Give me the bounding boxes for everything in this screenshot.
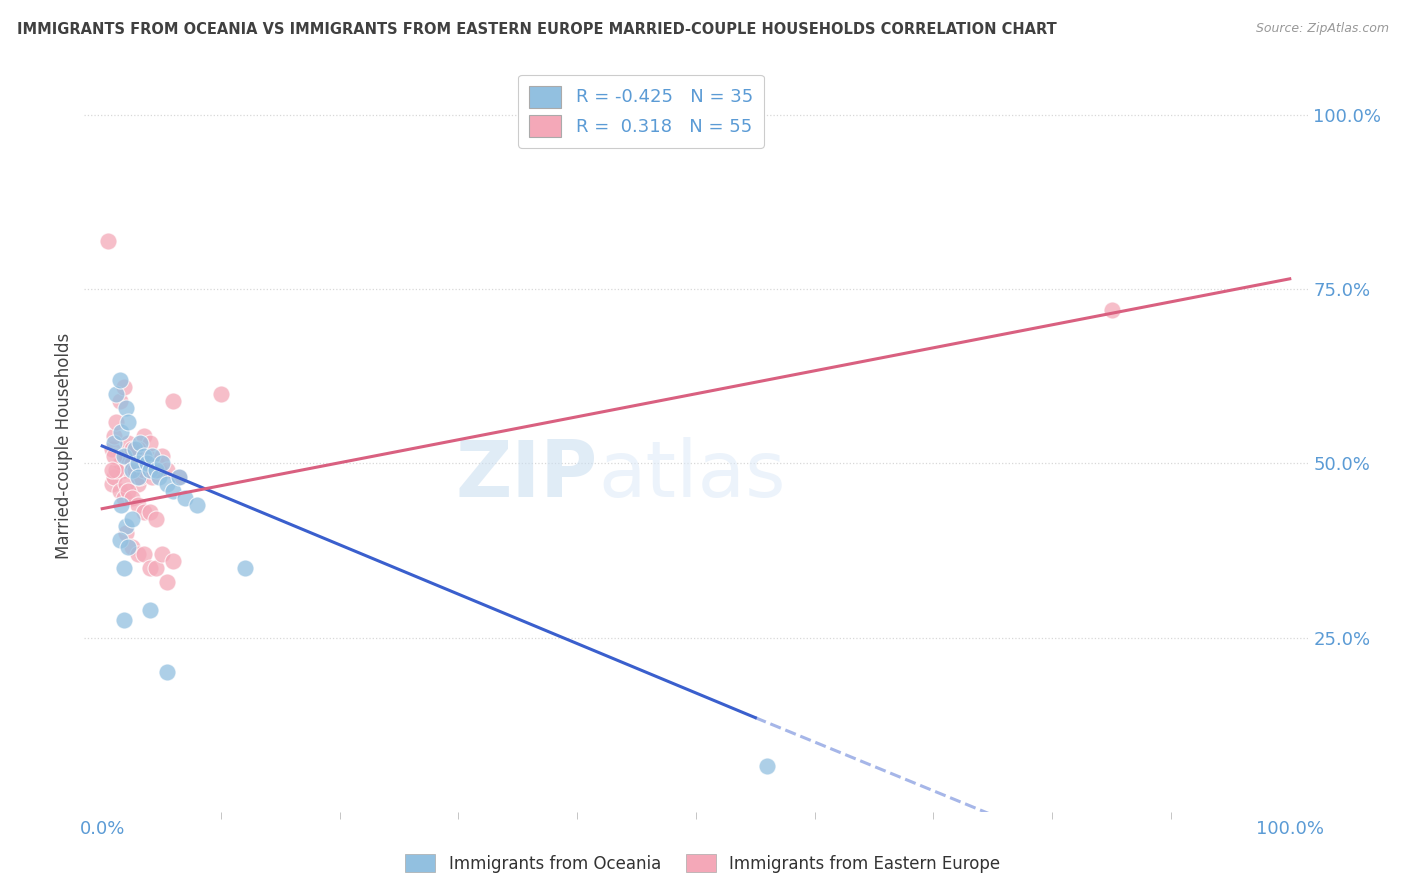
Legend: Immigrants from Oceania, Immigrants from Eastern Europe: Immigrants from Oceania, Immigrants from… (399, 847, 1007, 880)
Point (162, 393, 184, 408)
Point (174, 491, 197, 506)
Point (209, 386, 232, 401)
Point (148, 463, 170, 477)
Point (108, 373, 131, 387)
Point (129, 435, 152, 450)
Point (112, 450, 135, 464)
Point (150, 547, 173, 561)
Point (108, 457, 131, 471)
Point (105, 463, 128, 477)
Point (117, 540, 139, 554)
Point (132, 463, 155, 477)
Point (127, 450, 149, 464)
Point (103, 428, 125, 442)
Point (162, 484, 184, 499)
Point (186, 498, 208, 512)
Point (97, 234, 120, 248)
Point (156, 463, 179, 477)
Point (141, 450, 163, 464)
Point (127, 477, 149, 491)
Point (132, 428, 155, 442)
Point (127, 457, 149, 471)
Point (156, 574, 179, 589)
Text: Source: ZipAtlas.com: Source: ZipAtlas.com (1256, 22, 1389, 36)
Point (112, 463, 135, 477)
Text: IMMIGRANTS FROM OCEANIA VS IMMIGRANTS FROM EASTERN EUROPE MARRIED-COUPLE HOUSEHO: IMMIGRANTS FROM OCEANIA VS IMMIGRANTS FR… (17, 22, 1057, 37)
Point (127, 470, 149, 484)
Point (117, 435, 139, 450)
Point (121, 491, 143, 506)
Text: atlas: atlas (598, 437, 786, 513)
Point (112, 613, 135, 627)
Point (115, 477, 138, 491)
Point (138, 603, 160, 617)
Point (103, 470, 125, 484)
Point (112, 380, 135, 394)
Point (127, 442, 149, 457)
Point (117, 415, 139, 429)
Point (150, 457, 173, 471)
Point (110, 425, 132, 439)
Point (121, 457, 143, 471)
Point (121, 463, 143, 477)
Point (117, 484, 139, 499)
Point (100, 477, 122, 491)
Point (108, 484, 131, 499)
Point (150, 450, 173, 464)
Point (132, 547, 155, 561)
Point (105, 415, 128, 429)
Point (127, 547, 149, 561)
Point (115, 401, 138, 415)
Point (105, 386, 128, 401)
Point (169, 470, 191, 484)
Point (138, 463, 160, 477)
Point (103, 450, 125, 464)
Point (233, 561, 256, 575)
Point (129, 470, 152, 484)
Point (124, 463, 146, 477)
Point (156, 477, 179, 491)
Point (100, 463, 122, 477)
Point (138, 561, 160, 575)
Point (138, 435, 160, 450)
Point (127, 498, 149, 512)
Point (121, 442, 143, 457)
Point (115, 450, 138, 464)
Point (145, 457, 167, 471)
Point (103, 435, 125, 450)
Point (115, 526, 138, 541)
Point (145, 561, 167, 575)
Point (124, 442, 146, 457)
Point (756, 759, 779, 773)
Point (145, 512, 167, 526)
Point (121, 540, 143, 554)
Point (136, 450, 159, 464)
Point (156, 665, 179, 680)
Point (100, 442, 122, 457)
Point (112, 561, 135, 575)
Point (169, 470, 191, 484)
Legend: R = -0.425   N = 35, R =  0.318   N = 55: R = -0.425 N = 35, R = 0.318 N = 55 (517, 75, 763, 147)
Point (145, 463, 167, 477)
Point (132, 450, 155, 464)
Point (115, 519, 138, 533)
Point (148, 470, 170, 484)
Point (141, 470, 163, 484)
Point (121, 512, 143, 526)
Point (132, 505, 155, 519)
Point (110, 457, 132, 471)
Point (112, 491, 135, 506)
Point (138, 457, 160, 471)
Point (1101, 303, 1123, 318)
Point (162, 554, 184, 568)
Point (138, 505, 160, 519)
Text: ZIP: ZIP (456, 437, 598, 513)
Point (108, 533, 131, 547)
Point (110, 498, 132, 512)
Point (108, 393, 131, 408)
Point (136, 457, 159, 471)
Y-axis label: Married-couple Households: Married-couple Households (55, 333, 73, 559)
